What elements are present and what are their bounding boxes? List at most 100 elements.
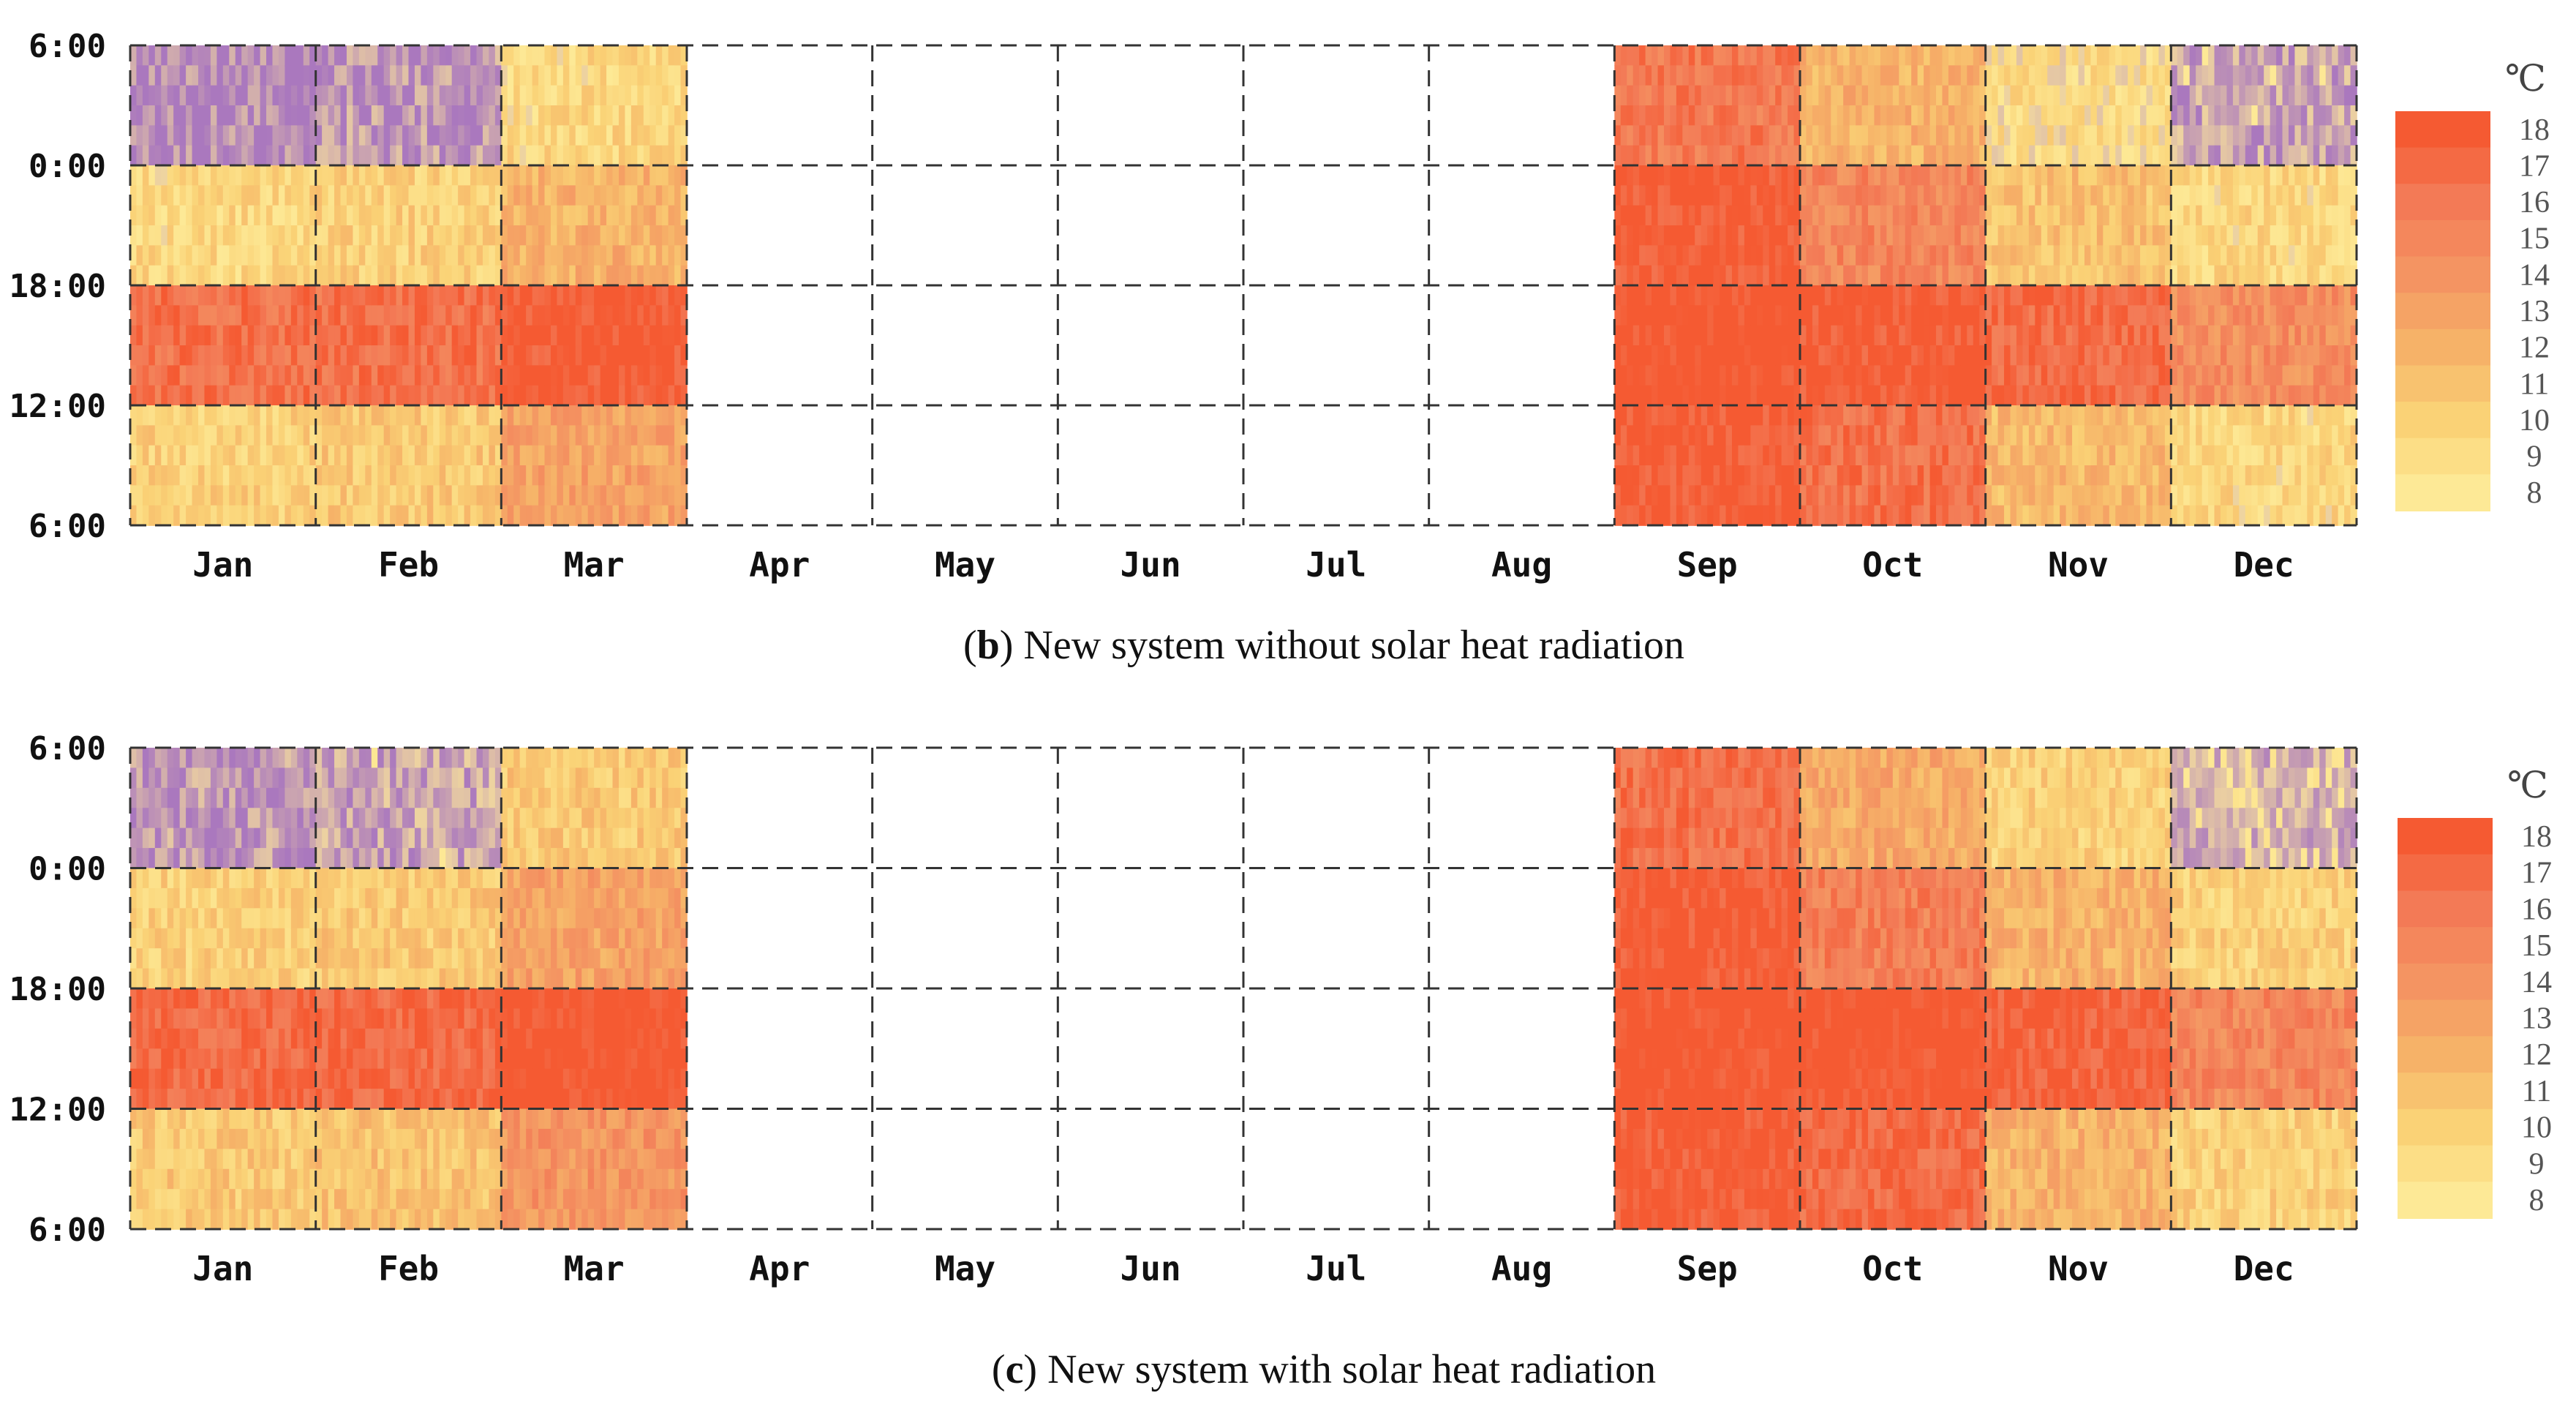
heatmap-cell [198, 425, 206, 446]
heatmap-cell [1874, 265, 1881, 286]
heatmap-cell [328, 445, 335, 466]
heatmap-cell [272, 425, 279, 446]
heatmap-cell [1924, 265, 1931, 286]
heatmap-cell [562, 205, 570, 226]
heatmap-cell [1924, 165, 1931, 187]
heatmap-cell [1652, 65, 1659, 86]
heatmap-cell [2300, 365, 2308, 386]
heatmap-cell [1992, 145, 1999, 166]
heatmap-cell [315, 85, 323, 106]
heatmap-cell [2047, 365, 2055, 386]
heatmap-cell [1954, 385, 1962, 406]
heatmap-cell [680, 405, 688, 427]
heatmap-cell [2028, 125, 2036, 146]
heatmap-cell [2035, 225, 2042, 247]
heatmap-cell [328, 325, 335, 346]
heatmap-cell [2171, 145, 2178, 166]
heatmap-cell [2096, 365, 2104, 386]
heatmap-cell [1645, 285, 1652, 307]
heatmap-cell [451, 385, 459, 406]
heatmap-cell [186, 165, 193, 187]
heatmap-cell [2196, 505, 2203, 526]
heatmap-cell [433, 165, 440, 187]
heatmap-cell [1695, 385, 1702, 406]
heatmap-cell [1812, 165, 1820, 187]
heatmap-cell [1744, 425, 1752, 446]
heatmap-cell [1645, 105, 1652, 127]
heatmap-cell [383, 125, 391, 146]
heatmap-cell [2072, 325, 2079, 346]
heatmap-cell [1997, 245, 2005, 266]
heatmap-cell [606, 405, 614, 427]
heatmap-cell [630, 225, 639, 247]
heatmap-cell [594, 385, 601, 406]
heatmap-cell [2177, 225, 2185, 247]
heatmap-cell [2220, 365, 2228, 386]
heatmap-cell [1954, 45, 1962, 67]
heatmap-cell [2239, 305, 2246, 326]
heatmap-cell [507, 465, 515, 487]
heatmap-cell [2239, 385, 2246, 406]
heatmap-cell [1781, 325, 1788, 346]
heatmap-cell [2264, 325, 2271, 346]
heatmap-cell [148, 445, 156, 466]
heatmap-cell [550, 425, 558, 446]
heatmap-cell [2010, 125, 2017, 146]
heatmap-cell [2270, 485, 2277, 506]
heatmap-cell [179, 185, 187, 206]
heatmap-cell [562, 145, 570, 166]
heatmap-cell [2096, 205, 2104, 226]
heatmap-cell [581, 345, 589, 367]
heatmap-cell [612, 485, 619, 506]
heatmap-cell [1775, 265, 1782, 286]
heatmap-cell [2090, 245, 2098, 266]
heatmap-cell [612, 45, 619, 67]
heatmap-cell [458, 405, 465, 427]
heatmap-cell [192, 45, 199, 67]
heatmap-cell [2288, 325, 2296, 346]
heatmap-cell [1942, 485, 1949, 506]
heatmap-cell [1911, 505, 1918, 526]
heatmap-cell [365, 445, 372, 466]
heatmap-cell [278, 485, 286, 506]
heatmap-cell [451, 305, 459, 326]
heatmap-cell [346, 85, 354, 106]
heatmap-cell [1979, 505, 1986, 526]
heatmap-cell [2177, 105, 2185, 127]
heatmap-cell [2257, 285, 2264, 307]
heatmap-cell [1738, 365, 1745, 386]
heatmap-cell [1657, 185, 1665, 206]
heatmap-cell [637, 385, 644, 406]
heatmap-cell [470, 185, 478, 206]
heatmap-cell [2282, 145, 2289, 166]
heatmap-cell [1973, 45, 1981, 67]
heatmap-cell [266, 405, 274, 427]
heatmap-cell [2332, 105, 2339, 127]
heatmap-cell [2010, 425, 2017, 446]
heatmap-cell [1725, 225, 1733, 247]
heatmap-cell [2065, 345, 2073, 367]
heatmap-cell [1812, 145, 1820, 166]
heatmap-cell [142, 105, 150, 127]
heatmap-cell [1788, 65, 1795, 86]
heatmap-cell [625, 505, 632, 526]
heatmap-cell [625, 205, 632, 226]
heatmap-cell [210, 445, 218, 466]
heatmap-cell [2288, 145, 2296, 166]
heatmap-cell [297, 285, 304, 307]
heatmap-cell [501, 285, 508, 307]
heatmap-cell [1781, 245, 1788, 266]
heatmap-cell [142, 465, 150, 487]
heatmap-cell [594, 445, 601, 466]
heatmap-cell [1806, 485, 1813, 506]
heatmap-cell [173, 425, 181, 446]
heatmap-cell [1979, 245, 1986, 266]
heatmap-cell [285, 285, 292, 307]
heatmap-cell [1948, 105, 1956, 127]
heatmap-cell [2084, 225, 2092, 247]
heatmap-cell [513, 405, 521, 427]
heatmap-cell [1924, 125, 1931, 146]
heatmap-cell [2270, 105, 2277, 127]
heatmap-cell [538, 405, 546, 427]
heatmap-cell [334, 465, 342, 487]
